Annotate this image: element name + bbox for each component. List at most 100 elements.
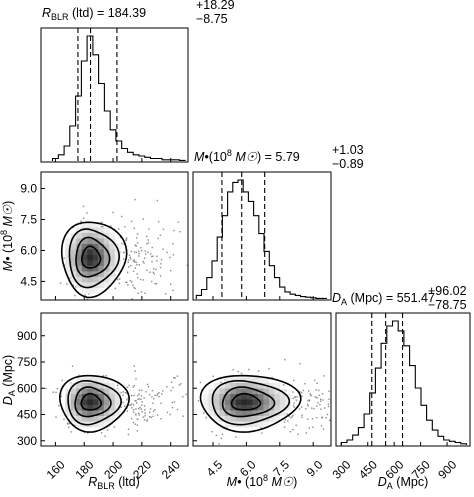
sample-point (136, 264, 138, 266)
density-cell (279, 394, 286, 400)
sample-point (189, 406, 190, 407)
density-cell (103, 421, 110, 428)
sample-point (129, 256, 131, 258)
sample-point (347, 399, 348, 400)
density-cell (76, 377, 83, 384)
density-cell (230, 394, 237, 400)
density-cell (252, 399, 259, 406)
density-cell (98, 260, 105, 267)
sample-point (351, 408, 352, 409)
density-cell (76, 416, 83, 422)
density-cell (81, 221, 88, 228)
sample-point (173, 229, 175, 232)
sample-point (110, 225, 112, 227)
sample-point (63, 257, 65, 259)
sample-point (296, 396, 298, 398)
sample-point (149, 393, 151, 396)
title-da-value: 551.47 (397, 291, 435, 305)
sample-point (311, 407, 313, 409)
contour-level-0 (230, 392, 262, 411)
sample-point (154, 409, 156, 411)
sample-point (140, 408, 143, 410)
sample-point (55, 416, 57, 418)
density-cell (268, 416, 275, 422)
sample-point (307, 405, 309, 407)
sample-point (283, 384, 285, 386)
density-cell (219, 394, 226, 400)
sample-point (293, 402, 295, 404)
sample-point (138, 414, 140, 416)
sample-point (153, 273, 155, 275)
density-cell (114, 388, 121, 395)
sample-point (52, 391, 54, 393)
sample-point (45, 387, 47, 390)
density-cell (109, 388, 116, 395)
sample-point (166, 251, 168, 254)
density-cell (87, 232, 94, 239)
density-rblr-mbh (65, 221, 121, 294)
density-cell (103, 265, 110, 272)
sample-point (340, 414, 341, 415)
quantile-lines-rblr (77, 28, 118, 162)
density-cell (241, 383, 248, 389)
density-cell (257, 405, 264, 411)
density-cell (87, 276, 94, 283)
density-cell (257, 416, 264, 422)
density-cell (92, 276, 99, 283)
density-cell (65, 388, 72, 395)
sample-point (144, 409, 146, 411)
sample-point (179, 231, 181, 233)
sample-point (66, 283, 68, 285)
sample-point (176, 408, 179, 411)
density-cell (279, 399, 286, 406)
density-cell (285, 399, 292, 406)
sample-point (138, 255, 140, 257)
sample-point (147, 239, 149, 241)
density-cell (219, 388, 226, 395)
sample-point (307, 399, 309, 402)
sample-point (160, 258, 163, 261)
ytick-label-mbh: 7.5 (20, 212, 37, 226)
density-cell (103, 416, 110, 422)
density-cell (103, 227, 110, 234)
sample-point (136, 233, 139, 235)
density-cell (263, 394, 270, 400)
density-cell (114, 405, 121, 411)
panel-mbh-hist: M•(108 M☉) = 5.79 +1.03 −0.89 (192, 143, 364, 301)
ytick-label-da: 450 (17, 408, 37, 422)
density-cell (81, 271, 88, 278)
density-cell (87, 260, 94, 267)
sample-point (172, 243, 174, 245)
density-cell (87, 271, 94, 278)
sample-point (155, 268, 157, 271)
title-rblr: RBLR (ltd) = 184.39 (42, 6, 146, 22)
sample-point (151, 280, 153, 283)
sample-point (301, 416, 303, 419)
sample-point (74, 424, 76, 426)
sample-point (70, 431, 73, 433)
sample-point (132, 404, 135, 406)
density-cell (70, 410, 77, 417)
density-cell (81, 405, 88, 411)
sample-point (135, 251, 137, 254)
sample-point (120, 215, 123, 218)
sample-point (367, 407, 368, 408)
sample-point (182, 415, 184, 417)
sample-point (141, 401, 143, 403)
density-cell (81, 227, 88, 234)
xlabel-da: DA (Mpc) (378, 475, 428, 491)
sample-point (157, 221, 160, 223)
density-cell (70, 265, 77, 272)
panel-da-hist: DA (Mpc) = 551.47 +96.02 −78.75 (332, 284, 471, 447)
sample-point (323, 375, 325, 377)
sample-point (63, 418, 65, 420)
sample-point (84, 294, 86, 296)
density-cell (92, 227, 99, 234)
density-cell (92, 249, 99, 256)
density-cell (98, 394, 105, 400)
sample-point (172, 254, 175, 256)
sample-point (127, 284, 129, 286)
sample-point (292, 391, 294, 393)
sample-point (310, 394, 312, 397)
sample-point (316, 382, 318, 384)
